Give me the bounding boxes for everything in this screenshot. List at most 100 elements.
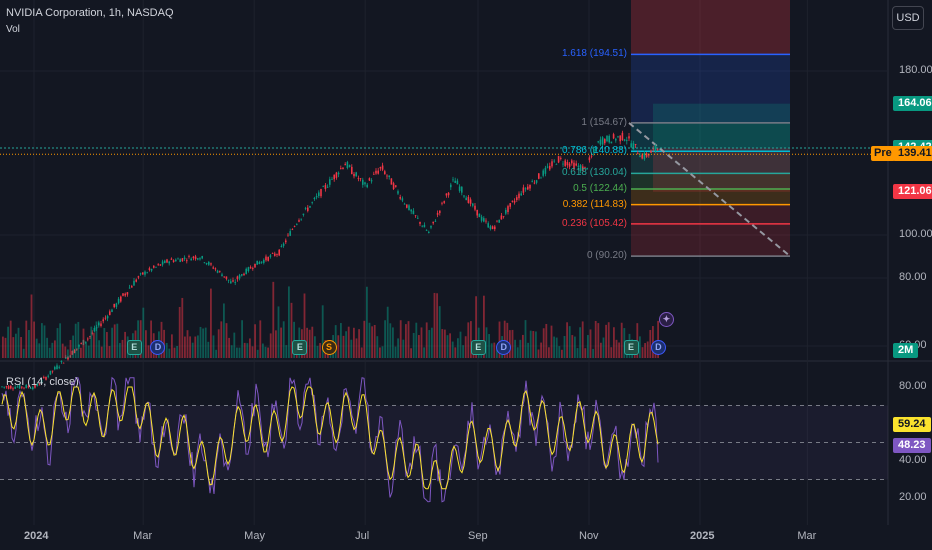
price-candle [214, 268, 217, 270]
price-candle [476, 209, 478, 216]
volume-bar [548, 347, 550, 358]
price-candle [621, 132, 624, 141]
fib-zone-top [631, 0, 790, 55]
volume-bar [33, 321, 35, 358]
price-candle [366, 184, 368, 188]
volume-bar [72, 335, 74, 358]
volume-bar [483, 295, 485, 358]
currency-button[interactable]: USD [892, 6, 924, 30]
volume-bar [306, 327, 308, 358]
earnings-event-marker-e[interactable]: E [126, 340, 142, 355]
volume-bar [116, 323, 119, 358]
volume-bar [77, 321, 80, 358]
volume-bar [87, 345, 90, 358]
price-candle [23, 387, 25, 389]
earnings-event-marker-d[interactable]: D [150, 340, 166, 355]
price-candle [234, 282, 236, 283]
volume-bar [275, 330, 277, 358]
earnings-event-marker-star[interactable]: ✦ [658, 312, 674, 327]
price-candle [553, 160, 555, 162]
volume-bar [514, 339, 516, 358]
volume-bar [415, 322, 418, 358]
volume-bar [600, 342, 602, 358]
price-candle [62, 362, 65, 364]
price-candle [150, 268, 153, 271]
price-candle [221, 274, 223, 277]
price-candle [342, 167, 344, 169]
position-loss-zone [653, 148, 790, 192]
volume-bar [555, 337, 558, 358]
price-candle [516, 197, 518, 201]
earnings-event-marker-e[interactable]: E [292, 340, 308, 355]
fib-level-label: 1.618 (194.51) [561, 48, 627, 60]
volume-bar [28, 330, 30, 358]
earnings-event-marker-e[interactable]: E [623, 340, 639, 355]
volume-bar [316, 345, 319, 358]
volume-indicator-label[interactable]: Vol [6, 24, 20, 35]
price-candle [487, 223, 489, 228]
price-candle [348, 165, 351, 167]
price-candle [465, 197, 467, 201]
volume-bar [402, 339, 405, 358]
volume-bar [90, 326, 93, 358]
volume-bar [644, 343, 646, 358]
volume-bar [441, 329, 444, 358]
volume-bar [446, 335, 449, 358]
rsi-indicator-title[interactable]: RSI (14, close) [6, 376, 79, 388]
fib-level-label: 0.5 (122.44) [573, 182, 627, 194]
price-candle [12, 388, 14, 390]
earnings-event-marker-e[interactable]: E [470, 340, 486, 355]
volume-bar [207, 341, 210, 358]
price-candle [324, 185, 327, 189]
price-candle [542, 170, 544, 176]
price-candle [386, 175, 388, 177]
volume-bar [178, 306, 181, 358]
price-candle [179, 259, 181, 263]
price-candle [641, 154, 643, 159]
earnings-event-marker-s[interactable]: S [321, 340, 337, 355]
volume-bar [493, 342, 496, 358]
volume-bar [566, 322, 568, 358]
price-candle [496, 220, 498, 222]
volume-bar [20, 337, 22, 358]
price-candle [210, 263, 212, 265]
volume-bar [602, 337, 605, 358]
fib-level-label: 0.786 (140.88) [561, 145, 627, 157]
symbol-title[interactable]: NVIDIA Corporation, 1h, NASDAQ [6, 7, 174, 19]
price-candle [304, 208, 307, 209]
price-candle [219, 270, 221, 272]
earnings-event-marker-d[interactable]: D [496, 340, 512, 355]
fib-level-label: 0.382 (114.83) [562, 198, 627, 210]
price-candle [104, 317, 107, 319]
price-candle [359, 178, 362, 180]
price-candle [89, 336, 91, 337]
volume-bar [30, 294, 33, 358]
price-candle [474, 205, 476, 210]
price-candle [529, 184, 531, 189]
price-candle [265, 256, 267, 261]
price-candle [223, 276, 225, 278]
volume-bar [181, 297, 184, 358]
price-candle [54, 367, 56, 370]
volume-bar [98, 340, 100, 358]
volume-bar [535, 331, 537, 358]
volume-bar [368, 322, 371, 358]
price-candle [454, 180, 456, 183]
time-axis-label: Nov [579, 530, 599, 542]
fib-zone [631, 122, 790, 152]
volume-bar [464, 336, 467, 358]
volume-bars [2, 281, 659, 358]
price-candle [25, 384, 27, 389]
price-candle [463, 195, 465, 197]
earnings-event-marker-d[interactable]: D [650, 340, 666, 355]
price-tag: 164.06 [893, 95, 932, 111]
price-candle [181, 258, 184, 262]
price-candle [73, 349, 76, 354]
volume-bar [189, 336, 191, 358]
price-candle [551, 161, 553, 167]
price-candle [637, 153, 639, 155]
price-candle [368, 178, 371, 181]
volume-bar [511, 329, 514, 358]
price-candle [159, 264, 162, 266]
